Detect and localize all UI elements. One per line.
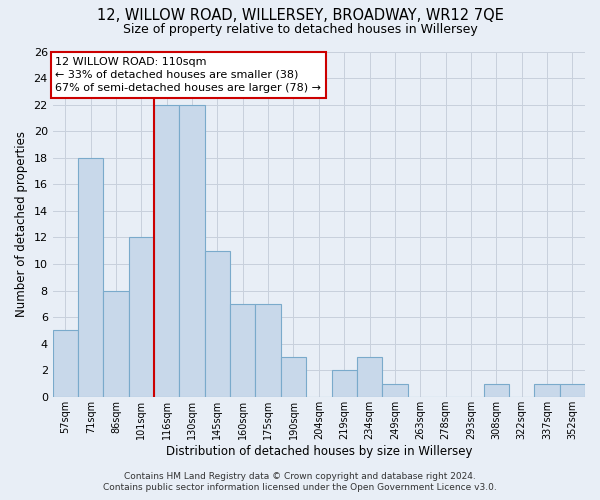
Text: 12 WILLOW ROAD: 110sqm
← 33% of detached houses are smaller (38)
67% of semi-det: 12 WILLOW ROAD: 110sqm ← 33% of detached… [55, 56, 322, 93]
Bar [78, 158, 103, 397]
X-axis label: Distribution of detached houses by size in Willersey: Distribution of detached houses by size … [166, 444, 472, 458]
Bar [129, 238, 154, 397]
Bar [154, 104, 179, 397]
Text: Contains HM Land Registry data © Crown copyright and database right 2024.
Contai: Contains HM Land Registry data © Crown c… [103, 472, 497, 492]
Bar [332, 370, 357, 397]
Bar [230, 304, 256, 397]
Text: 12, WILLOW ROAD, WILLERSEY, BROADWAY, WR12 7QE: 12, WILLOW ROAD, WILLERSEY, BROADWAY, WR… [97, 8, 503, 22]
Bar [179, 104, 205, 397]
Bar [484, 384, 509, 397]
Bar [281, 357, 306, 397]
Bar [256, 304, 281, 397]
Bar [205, 250, 230, 397]
Bar [103, 290, 129, 397]
Bar [53, 330, 78, 397]
Bar [560, 384, 585, 397]
Text: Size of property relative to detached houses in Willersey: Size of property relative to detached ho… [122, 22, 478, 36]
Bar [382, 384, 407, 397]
Bar [535, 384, 560, 397]
Bar [357, 357, 382, 397]
Y-axis label: Number of detached properties: Number of detached properties [15, 131, 28, 317]
